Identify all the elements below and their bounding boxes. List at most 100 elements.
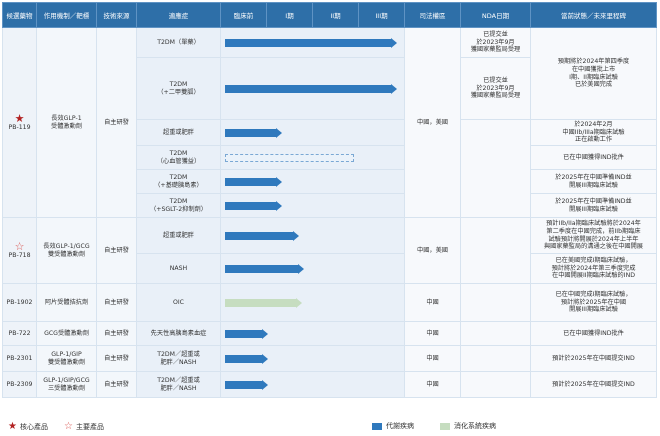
status-cell: 已在中國獲得IND批件	[530, 321, 657, 346]
status-cell: 已在中國完成I期臨床試驗， 預計將於2025年在中國 開展III期臨床試驗	[530, 283, 657, 322]
progress-cell	[220, 217, 405, 254]
territory-cell: 中國	[404, 283, 461, 322]
progress-cell	[220, 27, 405, 58]
indication-cell: T2DM （+基礎胰島素）	[136, 169, 221, 194]
table-row: ☆ PB-718 長效GLP-1/GCG 雙受體激動劑 自主研發 超重或肥胖 中…	[2, 217, 657, 284]
status-cell: 於2025年在中國準備IND並 開展III期臨床試驗	[530, 169, 657, 194]
legend-gi-label: 消化系統疾病	[454, 422, 496, 430]
progress-bar	[225, 379, 269, 390]
moa-cell: GCG受體激動劑	[36, 321, 97, 346]
header-phase1: I期	[266, 2, 313, 28]
moa-cell: GLP-1/GIP/GCG 三受體激動劑	[36, 371, 97, 398]
progress-cell	[220, 145, 405, 170]
progress-cell	[220, 321, 405, 346]
header-row: 候選藥物 作用機制／靶標 技術來源 適應症 臨床前 I期 II期 III期 司法…	[2, 2, 657, 28]
table-row: 超重或肥胖 於2024年2月 中國IIb/IIIa期臨床試驗 正在啟動工作	[3, 119, 657, 218]
table-row: T2DM （+二甲雙胍） 已提交並 於2023年9月 獲國家藥監局受理	[3, 57, 657, 120]
header-phase2: II期	[312, 2, 359, 28]
progress-cell	[220, 193, 405, 218]
status-cell: 預計於2025年在中國提交IND	[530, 345, 657, 372]
indication-cell: T2DM （+SGLT-2抑制劑）	[136, 193, 221, 218]
table-row: PB-2301 GLP-1/GIP 雙受體激動劑 自主研發 T2DM／超重或 肥…	[2, 345, 657, 372]
progress-bar	[225, 176, 282, 187]
progress-bar	[225, 353, 269, 364]
nda-cell-empty	[460, 119, 531, 218]
progress-bar	[225, 37, 397, 48]
source-cell: 自主研發	[96, 283, 137, 322]
pipeline-table: 候選藥物 作用機制／靶標 技術來源 適應症 臨床前 I期 II期 III期 司法…	[2, 2, 657, 398]
progress-bar	[225, 263, 304, 274]
table-row: T2DM （心血管獲益） 已在中國獲得IND批件	[3, 145, 657, 170]
candidate-name: PB-119	[8, 124, 31, 132]
progress-cell	[220, 253, 405, 284]
territory-cell: 中國	[404, 321, 461, 346]
status-cell: 預計於2025年在中國提交IND	[530, 371, 657, 398]
indication-cell: T2DM （+二甲雙胍）	[136, 57, 221, 120]
moa-cell: 長效GLP-1/GCG 雙受體激動劑	[36, 217, 97, 284]
status-cell: 於2025年在中國準備IND並 開展III期臨床試驗	[530, 193, 657, 218]
legend: ★ 核心產品 ☆ 主要產品 代謝疾病 消化系統疾病	[0, 417, 660, 436]
moa-cell: 阿片受體拮抗劑	[36, 283, 97, 322]
progress-cell	[220, 283, 405, 322]
moa-cell: GLP-1/GIP 雙受體激動劑	[36, 345, 97, 372]
progress-cell	[220, 57, 405, 120]
filled-star-icon: ★	[8, 421, 17, 432]
candidate-cell-pb718: ☆ PB-718	[2, 217, 37, 284]
source-cell: 自主研發	[96, 321, 137, 346]
table-row: T2DM （+基礎胰島素） 於2025年在中國準備IND並 開展III期臨床試驗	[3, 169, 657, 194]
table-row: PB-1902 阿片受體拮抗劑 自主研發 OIC 中國 已在中國完成I期臨床試驗…	[2, 283, 657, 322]
legend-key: ☆ 主要產品	[64, 421, 104, 432]
metabolic-swatch	[372, 422, 382, 430]
status-cell: 已在美國完成I期臨床試驗， 預計將於2024年第三季度完成 在中國開展II期臨床…	[530, 253, 657, 284]
header-indication: 適應症	[136, 2, 221, 28]
progress-bar	[225, 127, 282, 138]
progress-bar	[225, 230, 299, 241]
progress-cell	[220, 169, 405, 194]
source-cell: 自主研發	[96, 345, 137, 372]
territory-cell: 中國	[404, 345, 461, 372]
indication-cell: OIC	[136, 283, 221, 322]
table-row: ★ PB-119 長效GLP-1 受體激動劑 自主研發 T2DM（單藥） 中國，…	[2, 27, 657, 218]
table-row: PB-2309 GLP-1/GIP/GCG 三受體激動劑 自主研發 T2DM／超…	[2, 371, 657, 398]
table-row: PB-722 GCG受體激動劑 自主研發 先天性高胰島素血症 中國 已在中國獲得…	[2, 321, 657, 346]
progress-cell	[220, 371, 405, 398]
core-product-star-icon: ★	[14, 112, 25, 126]
nda-cell-empty	[460, 217, 531, 284]
candidate-cell-pb2301: PB-2301	[2, 345, 37, 372]
legend-core: ★ 核心產品	[8, 421, 48, 432]
header-source: 技術來源	[96, 2, 137, 28]
candidate-cell-pb2309: PB-2309	[2, 371, 37, 398]
gi-swatch	[440, 422, 450, 430]
legend-gi: 消化系統疾病	[440, 421, 496, 431]
status-cell: 預期將於2024年第四季度 在中國獲批上市 I期、II期臨床試驗 已於美國完成	[530, 27, 657, 120]
progress-bar	[225, 328, 269, 339]
moa-cell: 長效GLP-1 受體激動劑	[36, 27, 97, 218]
indication-cell: NASH	[136, 253, 221, 284]
header-phase3: III期	[358, 2, 405, 28]
territory-cell: 中國，美國	[404, 27, 461, 218]
status-cell: 已在中國獲得IND批件	[530, 145, 657, 170]
table-row: NASH 已在美國完成I期臨床試驗， 預計將於2024年第三季度完成 在中國開展…	[3, 253, 657, 284]
candidate-cell-pb722: PB-722	[2, 321, 37, 346]
indication-cell: T2DM／超重或 肥胖／NASH	[136, 371, 221, 398]
key-product-star-icon: ☆	[14, 240, 25, 254]
nda-cell: 已提交並 於2023年9月 獲國家藥監局受理	[460, 27, 531, 58]
header-preclinical: 臨床前	[220, 2, 267, 28]
candidate-cell-pb119: ★ PB-119	[2, 27, 37, 218]
source-cell: 自主研發	[96, 217, 137, 284]
progress-bar-gi	[225, 297, 302, 308]
header-candidate: 候選藥物	[2, 2, 37, 28]
header-territory: 司法權區	[404, 2, 461, 28]
progress-bar	[225, 83, 397, 94]
indication-cell: 超重或肥胖	[136, 119, 221, 146]
hollow-star-icon: ☆	[64, 421, 73, 432]
table-row: T2DM （+SGLT-2抑制劑） 於2025年在中國準備IND並 開展III期…	[3, 193, 657, 218]
territory-cell: 中國，美國	[404, 217, 461, 284]
nda-cell-empty	[460, 345, 531, 372]
header-nda: NDA日期	[460, 2, 531, 28]
header-moa: 作用機制／靶標	[36, 2, 97, 28]
nda-cell-empty	[460, 371, 531, 398]
legend-core-label: 核心產品	[19, 422, 48, 431]
progress-bar-dashed	[225, 153, 354, 162]
nda-cell-empty	[460, 321, 531, 346]
